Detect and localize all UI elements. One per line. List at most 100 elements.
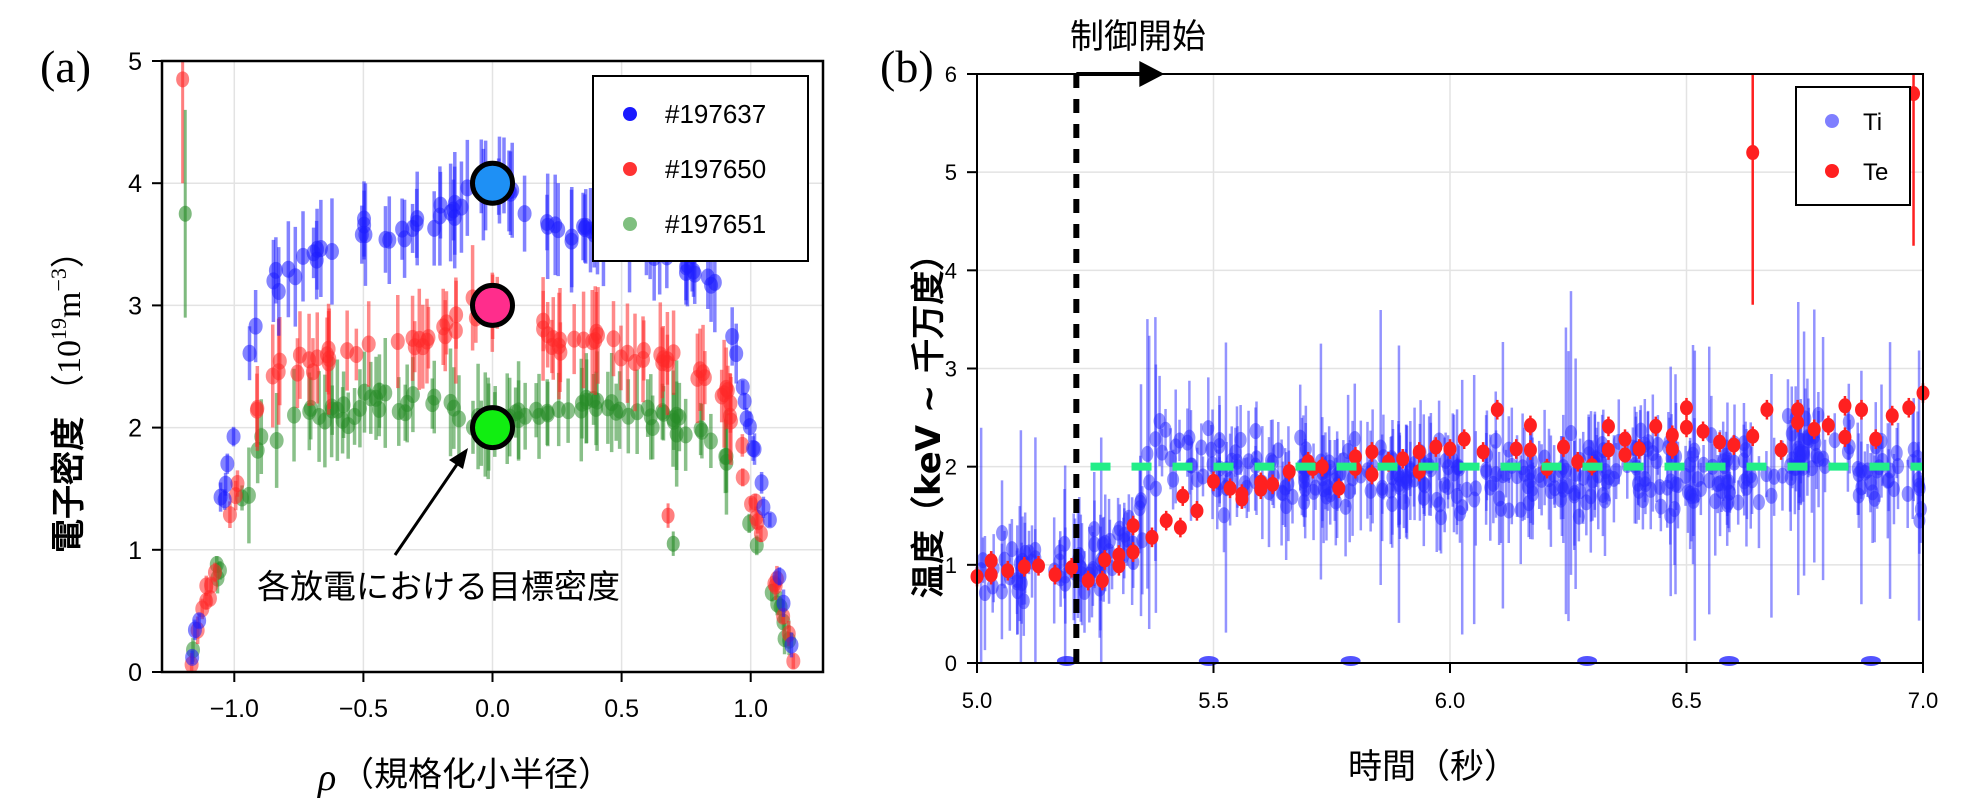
ti-point <box>1460 481 1473 498</box>
te-point <box>1696 423 1710 439</box>
panel-a-y-unit: （1019m−3） <box>46 234 88 408</box>
data-point <box>305 363 320 381</box>
data-point <box>672 408 687 426</box>
y-tick-label: 3 <box>128 292 142 320</box>
panel-a-legend: #197637 #197650 #197651 <box>592 75 809 262</box>
outlier-point <box>178 205 192 222</box>
te-point <box>1838 398 1852 414</box>
panel-b-y-title-text: 温度（keV ~ 千万度） <box>909 237 949 598</box>
legend-marker-te <box>1825 164 1839 178</box>
ti-point <box>1805 460 1818 477</box>
legend-label-ti: Ti <box>1863 109 1882 136</box>
te-point <box>1112 558 1126 574</box>
data-point <box>400 394 415 412</box>
x-tick-label: 5.0 <box>962 688 993 713</box>
te-point <box>1476 444 1490 460</box>
target-density-marker <box>470 160 515 206</box>
data-point <box>269 431 284 449</box>
ti-point <box>1644 481 1657 498</box>
te-point <box>1791 402 1805 418</box>
ti-point <box>1572 508 1585 525</box>
te-point <box>1490 402 1504 418</box>
te-point <box>1031 558 1045 574</box>
te-point <box>1791 414 1805 430</box>
te-point <box>1266 476 1280 492</box>
data-point <box>222 506 237 524</box>
data-point <box>341 417 356 435</box>
te-point <box>1746 428 1760 444</box>
ti-point <box>1901 485 1914 502</box>
te-point <box>1065 560 1079 576</box>
ti-point <box>1911 449 1924 466</box>
ti-point <box>1480 461 1493 478</box>
ti-point <box>1435 509 1448 526</box>
x-tick-label: 7.0 <box>1908 688 1939 713</box>
te-point <box>1081 573 1095 589</box>
annotation-text: 各放電における目標密度 <box>257 567 620 606</box>
data-point <box>735 378 750 396</box>
data-point <box>317 412 332 430</box>
data-point <box>439 314 454 332</box>
te-point <box>1443 441 1457 457</box>
ti-point <box>1568 487 1581 504</box>
ti-point <box>1242 453 1255 470</box>
ti-point <box>1134 494 1147 511</box>
data-point <box>786 652 801 670</box>
ti-point <box>1005 541 1018 558</box>
legend-marker-197651 <box>623 217 637 231</box>
legend-label-197650: #197650 <box>665 154 766 184</box>
ti-point <box>1088 536 1101 553</box>
ti-point <box>1554 491 1567 508</box>
te-point <box>1727 437 1741 453</box>
ti-point <box>1213 432 1226 449</box>
legend-label-197637: #197637 <box>665 99 766 129</box>
te-point <box>1365 444 1379 460</box>
te-point <box>1601 442 1615 458</box>
ti-point <box>1495 500 1508 517</box>
data-point <box>407 338 422 356</box>
data-point <box>390 333 405 351</box>
te-point <box>1048 567 1062 583</box>
data-point <box>693 420 708 438</box>
x-tick-label: −1.0 <box>210 695 259 723</box>
ti-point <box>1564 425 1577 442</box>
outlier-point <box>661 507 675 524</box>
ti-point <box>1397 494 1410 511</box>
ti-point <box>1343 483 1356 500</box>
te-point <box>1315 459 1329 475</box>
ti-point <box>1890 445 1903 462</box>
te-point <box>1760 402 1774 418</box>
te-point <box>1902 400 1916 416</box>
panel-b-x-title-text: 時間（秒） <box>1348 747 1518 787</box>
ti-point <box>1217 507 1230 524</box>
data-point <box>725 327 740 345</box>
y-tick-label: 1 <box>945 553 957 578</box>
te-point <box>1821 417 1835 433</box>
te-point <box>1601 418 1615 434</box>
data-point <box>669 425 684 443</box>
y-tick-label: 0 <box>128 659 142 687</box>
ti-point <box>1864 474 1877 491</box>
data-point <box>446 201 461 219</box>
data-point <box>226 428 241 446</box>
y-tick-label: 2 <box>945 455 957 480</box>
data-point <box>321 354 336 372</box>
ti-point <box>986 578 999 595</box>
data-point <box>762 511 777 529</box>
ti-point <box>1810 447 1823 464</box>
target-density-marker <box>470 282 515 328</box>
data-point <box>656 350 671 368</box>
data-point <box>361 335 376 353</box>
te-point <box>1098 552 1112 568</box>
y-tick-label: 5 <box>945 160 957 185</box>
te-point <box>1254 481 1268 497</box>
data-point <box>636 341 651 359</box>
te-point <box>1159 513 1173 529</box>
ti-zero-point <box>1860 656 1881 666</box>
y-tick-label: 5 <box>128 48 142 76</box>
ti-point <box>1752 494 1765 511</box>
te-point <box>1885 408 1899 424</box>
te-point <box>1746 145 1760 161</box>
data-point <box>248 317 263 335</box>
te-point <box>1017 559 1031 575</box>
